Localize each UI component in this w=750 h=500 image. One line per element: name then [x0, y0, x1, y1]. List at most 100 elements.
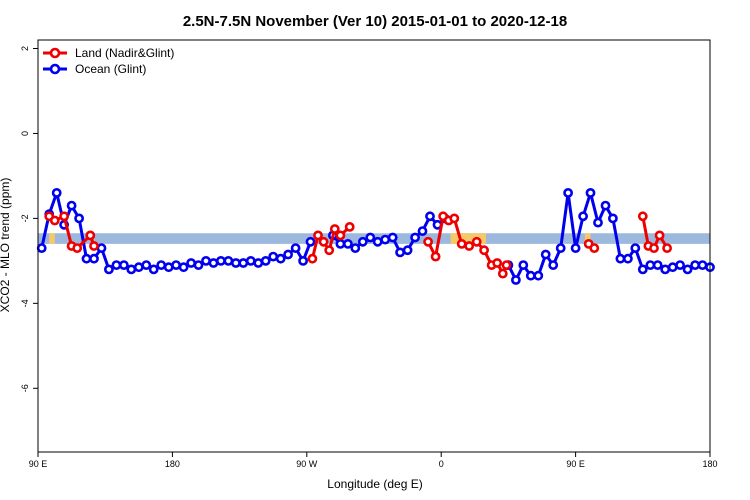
ocean-point-0-6	[81, 253, 92, 264]
land-point-2-12	[501, 260, 512, 270]
land-highlight-2	[584, 233, 591, 244]
ocean-point-1-10	[402, 245, 413, 256]
ocean-point-0-35	[298, 255, 308, 266]
land-point-2-8	[479, 245, 489, 256]
plot-area	[36, 39, 715, 453]
ocean-point-0-13	[133, 262, 144, 273]
ocean-point-2-15	[615, 253, 626, 264]
ocean-point-0-0	[36, 243, 47, 253]
plot-frame	[37, 39, 711, 453]
x-tick-label: 180	[165, 459, 180, 469]
ocean-point-1-7	[380, 234, 391, 245]
ocean-point-0-15	[148, 264, 159, 275]
chart-title: 2.5N-7.5N November (Ver 10) 2015-01-01 t…	[183, 13, 567, 30]
land-point-2-1	[430, 251, 441, 262]
x-tick-label: 0	[439, 459, 444, 469]
ocean-point-1-4	[357, 236, 368, 247]
land-point-1-0	[307, 253, 318, 264]
ocean-point-2-14	[608, 213, 618, 224]
land-point-2-11	[497, 268, 508, 279]
ocean-point-0-24	[215, 255, 226, 266]
ocean-legend-marker	[49, 63, 61, 75]
ocean-point-1-2	[342, 238, 353, 249]
ocean-point-1-11	[410, 232, 420, 243]
x-axis-label: Longitude (deg E)	[327, 477, 422, 491]
ocean-point-0-11	[119, 260, 129, 270]
ocean-point-0-30	[260, 255, 271, 266]
ocean-point-0-18	[171, 260, 181, 270]
ocean-point-2-21	[660, 264, 671, 275]
y-tick-label: -2	[20, 214, 30, 222]
land-point-1-6	[344, 221, 355, 232]
land-point-2-4	[449, 213, 460, 224]
land-point-1-4	[329, 224, 340, 234]
ocean-point-0-28	[245, 255, 256, 266]
land-legend-label: Land (Nadir&Glint)	[75, 46, 174, 60]
ocean-point-2-20	[652, 260, 663, 270]
ocean-point-0-31	[268, 251, 279, 262]
ocean-point-1-9	[395, 247, 405, 258]
ocean-point-0-9	[104, 264, 114, 275]
x-axis: 90 E 180 90 W 0 90 E 180	[29, 452, 718, 469]
x-tick-label: 90 E	[566, 459, 585, 469]
ocean-point-2-10	[578, 211, 588, 222]
ocean-point-2-9	[570, 243, 581, 253]
land-point-4-3	[654, 230, 665, 241]
land-point-1-1	[313, 230, 323, 241]
ocean-point-2-4	[533, 270, 544, 281]
ocean-point-2-12	[593, 217, 603, 228]
ocean-point-1-8	[387, 232, 398, 243]
ocean-point-0-8	[96, 243, 107, 253]
land-point-4-2	[649, 243, 659, 253]
ocean-point-0-34	[290, 243, 301, 253]
land-point-0-4	[72, 243, 83, 253]
land-point-1-5	[335, 230, 346, 241]
ocean-point-1-1	[335, 238, 346, 249]
series-layer	[36, 187, 715, 285]
land-legend-marker	[49, 47, 61, 59]
ocean-point-0-5	[74, 213, 84, 224]
ocean-point-0-19	[178, 262, 189, 273]
land-point-4-0	[637, 211, 648, 222]
y-axis-label: XCO2 - MLO trend (ppm)	[0, 178, 12, 313]
ocean-point-0-25	[223, 255, 234, 266]
ocean-point-2-1	[511, 275, 521, 285]
x-tick-label: 90 W	[296, 459, 318, 469]
ocean-point-0-10	[111, 260, 122, 270]
y-tick-label: -4	[20, 299, 30, 307]
ocean-point-2-24	[682, 264, 693, 275]
y-tick-label: 2	[20, 46, 30, 51]
land-highlight-1	[450, 233, 486, 244]
land-point-2-0	[423, 236, 433, 247]
legend: Land (Nadir&Glint) Ocean (Glint)	[43, 46, 174, 76]
land-point-0-6	[89, 241, 99, 251]
ocean-point-0-32	[275, 253, 286, 264]
land-point-1-3	[324, 245, 335, 256]
ocean-point-2-13	[600, 200, 611, 211]
ocean-point-1-6	[372, 236, 383, 247]
ocean-point-0-16	[156, 260, 167, 270]
x-tick-label: 90 E	[29, 459, 48, 469]
ocean-point-2-26	[697, 260, 708, 270]
ocean-point-2-2	[518, 260, 529, 270]
ocean-point-0-2	[51, 187, 62, 198]
ocean-point-2-17	[630, 243, 641, 253]
ocean-point-2-16	[623, 253, 633, 264]
ocean-point-2-3	[525, 270, 536, 281]
y-tick-label: -6	[20, 384, 30, 392]
land-highlight-0	[49, 233, 55, 244]
land-point-4-4	[662, 243, 672, 253]
ocean-point-2-11	[585, 187, 596, 198]
land-point-2-10	[492, 258, 503, 268]
ocean-point-0-27	[238, 258, 249, 268]
ocean-point-0-14	[141, 260, 152, 270]
y-tick-label: 0	[20, 131, 30, 136]
land-point-0-5	[85, 230, 96, 241]
land-point-0-2	[59, 211, 69, 222]
ocean-legend-label: Ocean (Glint)	[75, 62, 146, 76]
y-axis: 2 0 -2 -4 -6	[20, 46, 38, 392]
land-point-2-5	[456, 238, 467, 249]
ocean-point-2-8	[563, 187, 573, 198]
ocean-point-0-22	[201, 255, 211, 266]
